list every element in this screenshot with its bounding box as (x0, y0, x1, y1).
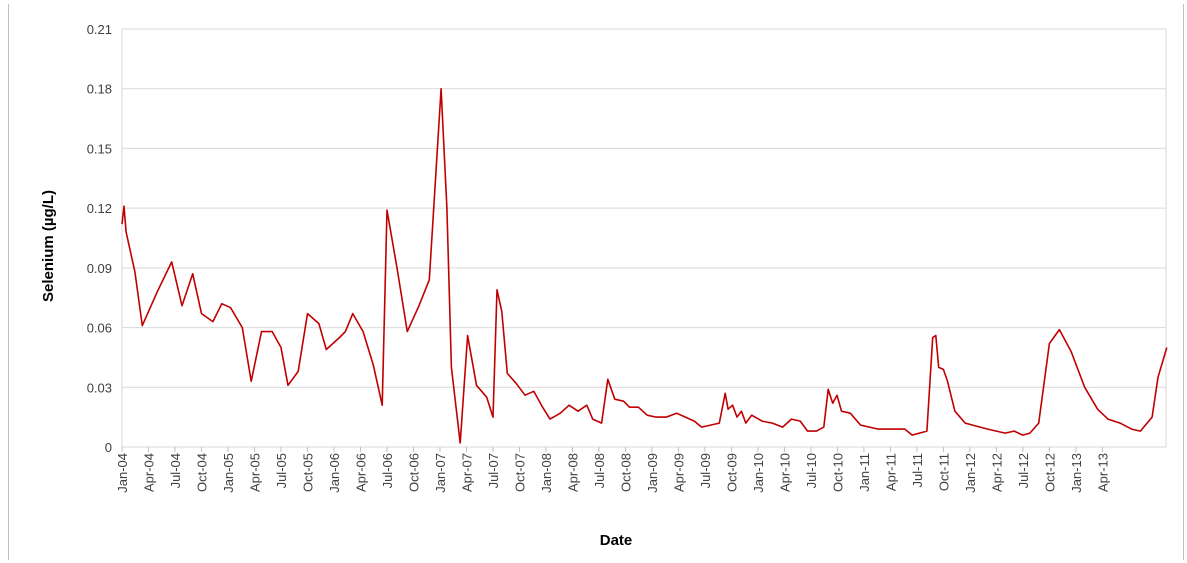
x-tick-label: Jul-06 (380, 453, 395, 488)
y-tick-label: 0.12 (87, 201, 112, 216)
x-tick-label: Apr-07 (459, 453, 474, 492)
x-tick-label: Apr-12 (989, 453, 1004, 492)
chart-frame (8, 4, 1184, 560)
selenium-series-line (121, 87, 1168, 444)
x-tick-label: Jan-08 (539, 453, 554, 493)
x-tick-label: Jul-08 (592, 453, 607, 488)
x-tick-label: Apr-10 (777, 453, 792, 492)
y-axis-ticks: 0 0.03 0.06 0.09 0.12 0.15 0.18 0.21 (87, 22, 112, 455)
x-tick-label: Jul-05 (274, 453, 289, 488)
x-tick-label: Oct-07 (512, 453, 527, 492)
y-tick-label: 0.18 (87, 82, 112, 97)
x-tick-label: Jan-09 (645, 453, 660, 493)
y-tick-label: 0 (105, 440, 112, 455)
gridlines (121, 28, 1167, 448)
x-tick-label: Jan-13 (1069, 453, 1084, 493)
x-tick-label: Jan-06 (327, 453, 342, 493)
x-tick-label: Oct-08 (618, 453, 633, 492)
y-axis-title: Selenium (µg/L) (40, 190, 57, 302)
x-tick-label: Oct-05 (300, 453, 315, 492)
y-tick-label: 0.15 (87, 141, 112, 156)
x-tick-label: Jul-04 (168, 453, 183, 488)
x-tick-label: Jan-12 (963, 453, 978, 493)
x-tick-label: Oct-04 (194, 453, 209, 492)
x-tick-label: Oct-12 (1042, 453, 1057, 492)
x-tick-label: Apr-08 (565, 453, 580, 492)
x-tick-label: Apr-04 (141, 453, 156, 492)
x-tick-label: Jul-11 (910, 453, 925, 487)
x-tick-label: Apr-06 (353, 453, 368, 492)
x-tick-label: Jul-09 (698, 453, 713, 488)
x-tick-label: Jan-10 (751, 453, 766, 493)
x-tick-label: Oct-09 (724, 453, 739, 492)
y-tick-label: 0.03 (87, 380, 112, 395)
x-tick-label: Apr-11 (883, 453, 898, 491)
x-tick-label: Oct-11 (936, 453, 951, 491)
x-tick-label: Jul-10 (804, 453, 819, 488)
x-tick-label: Apr-09 (671, 453, 686, 492)
y-tick-label: 0.21 (87, 22, 112, 37)
x-tick-label: Jan-04 (115, 453, 130, 493)
x-tick-label: Jul-07 (486, 453, 501, 488)
y-tick-label: 0.09 (87, 261, 112, 276)
x-axis-title: Date (600, 532, 633, 549)
x-tick-label: Jan-11 (857, 453, 872, 492)
x-tick-label: Apr-13 (1095, 453, 1110, 492)
x-tick-label: Apr-05 (247, 453, 262, 492)
x-tick-label: Jan-05 (221, 453, 236, 493)
x-tick-label: Jan-07 (433, 453, 448, 493)
y-tick-label: 0.06 (87, 321, 112, 336)
x-tick-label: Oct-10 (830, 453, 845, 492)
x-axis-ticks: Jan-04 Apr-04 Jul-04 Oct-04 Jan-05 Apr-05 Jul-… (115, 447, 1110, 493)
x-tick-label: Oct-06 (406, 453, 421, 492)
x-tick-label: Jul-12 (1016, 453, 1031, 488)
